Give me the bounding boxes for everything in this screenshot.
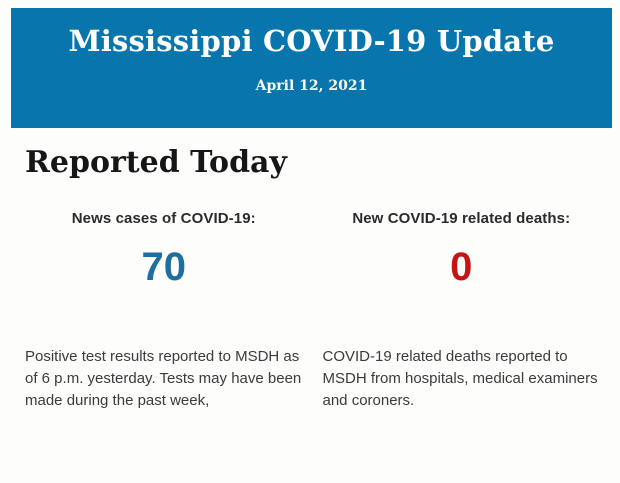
new-deaths-value: 0 (450, 244, 473, 289)
stats-grid: News cases of COVID-19: New COVID-19 rel… (25, 210, 600, 412)
new-cases-value: 70 (141, 244, 187, 289)
new-cases-label: News cases of COVID-19: (71, 209, 256, 227)
main-content: Reported Today News cases of COVID-19: N… (0, 144, 620, 412)
new-deaths-description: COVID-19 related deaths reported to MSDH… (322, 347, 598, 409)
new-deaths-label: New COVID-19 related deaths: (352, 209, 571, 227)
covid-update-page: Mississippi COVID-19 Update April 12, 20… (0, 8, 620, 483)
header-banner: Mississippi COVID-19 Update April 12, 20… (11, 8, 612, 128)
page-title: Mississippi COVID-19 Update (68, 24, 555, 58)
report-date: April 12, 2021 (255, 78, 368, 95)
new-cases-description: Positive test results reported to MSDH a… (25, 347, 302, 409)
section-heading: Reported Today (25, 145, 287, 180)
